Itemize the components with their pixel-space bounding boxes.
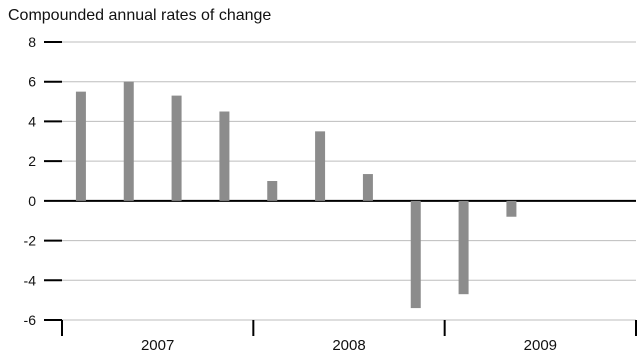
y-tick-label: -2 (24, 233, 37, 249)
bar (506, 200, 517, 217)
bar (315, 131, 326, 201)
x-group-label: 2009 (524, 337, 557, 354)
bar (171, 95, 182, 201)
bar (267, 181, 278, 201)
y-axis: 8 6 4 2 0 -2 -4 -6 (24, 34, 62, 328)
x-group-label: 2008 (332, 337, 365, 354)
chart-title: Compounded annual rates of change (8, 7, 272, 24)
gridlines (62, 41, 636, 321)
y-tick-label: 8 (28, 34, 36, 50)
y-tick-label: -4 (24, 272, 37, 288)
y-tick-label: 4 (28, 113, 36, 129)
y-tick-label: 0 (28, 193, 36, 209)
bar (458, 200, 469, 295)
x-axis: 2007 2008 2009 (61, 320, 637, 354)
y-tick-label: -6 (24, 312, 37, 328)
bar (219, 111, 230, 201)
x-group-label: 2007 (141, 337, 174, 354)
bar (362, 174, 373, 201)
y-tick-label: 6 (28, 74, 36, 90)
bar (410, 200, 421, 309)
bar (123, 81, 134, 201)
y-tick-label: 2 (28, 153, 36, 169)
bars (75, 81, 517, 309)
bar (75, 91, 86, 201)
